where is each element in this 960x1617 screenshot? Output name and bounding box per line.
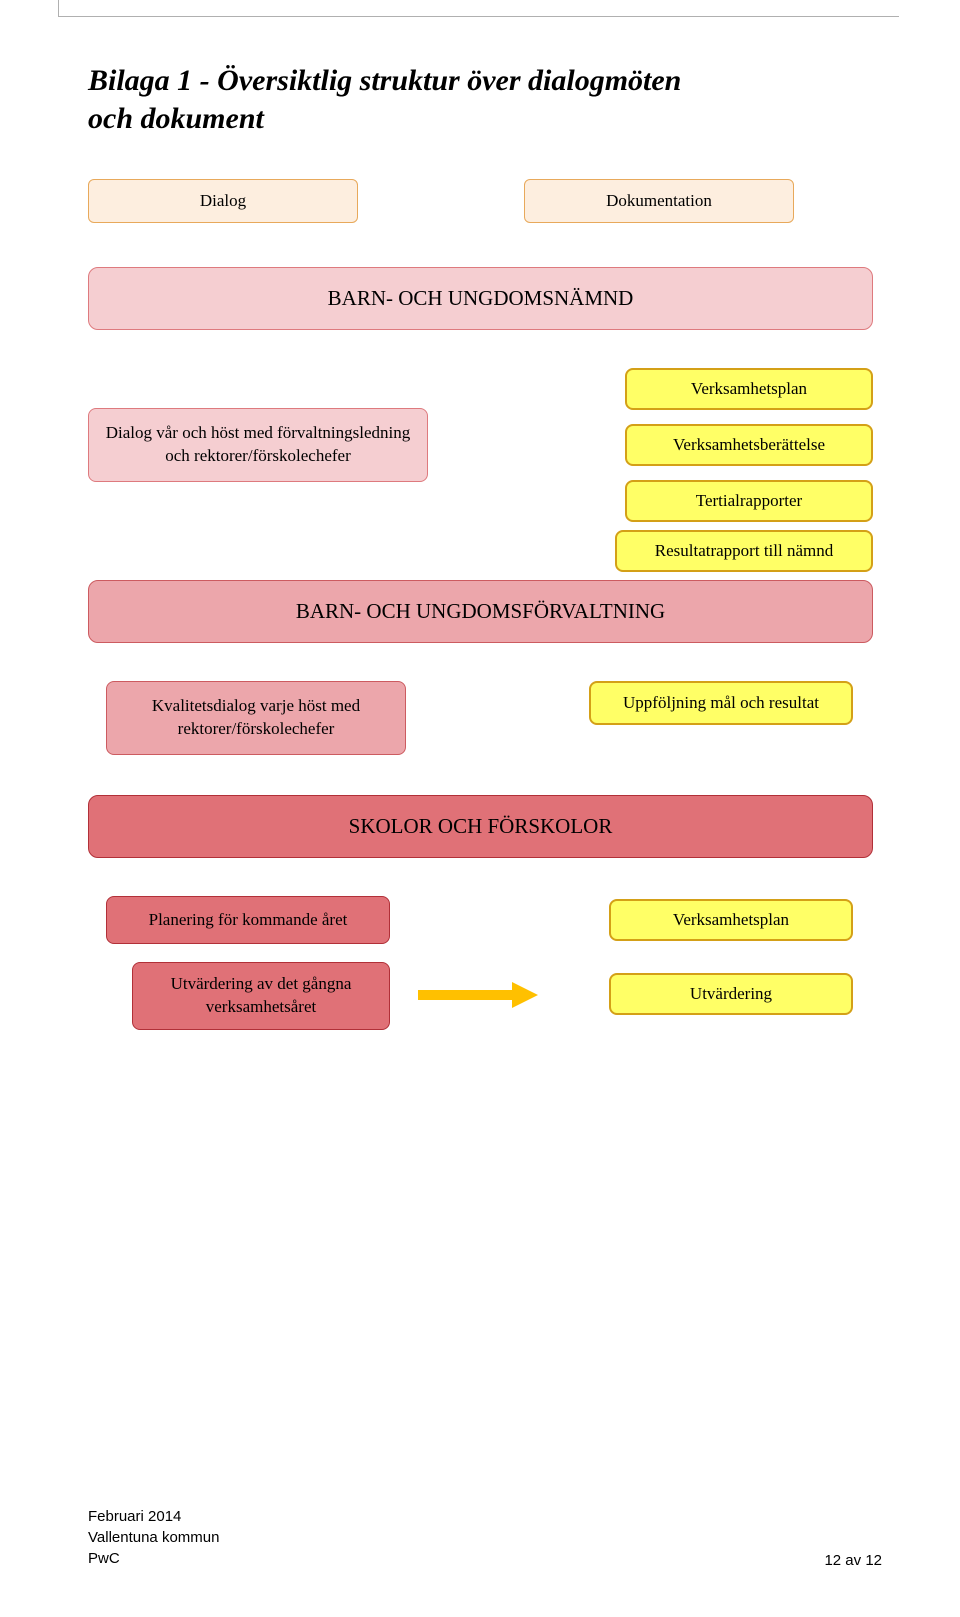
footer-page: 12 av 12 [824,1552,882,1569]
box-planering: Planering för kommande året [106,896,390,944]
band-forvaltning-label: BARN- OCH UNGDOMSFÖRVALTNING [296,599,665,623]
page-frame-fragment [58,0,899,17]
box-verksamhetsberattelse-label: Verksamhetsberättelse [673,435,825,455]
page-footer: Februari 2014 Vallentuna kommun PwC 12 a… [88,1506,882,1569]
box-utvardering-gangna: Utvärdering av det gångna verksamhetsåre… [132,962,390,1030]
box-planering-label: Planering för kommande året [149,909,348,932]
box-verksamhetsplan-label: Verksamhetsplan [691,379,807,399]
box-verksamhetsplan-2-label: Verksamhetsplan [673,910,789,930]
footer-co: PwC [88,1550,120,1567]
band-skolor: SKOLOR OCH FÖRSKOLOR [88,795,873,858]
legend-dokumentation: Dokumentation [524,179,794,223]
namnd-right-stack: Verksamhetsplan Verksamhetsberättelse Te… [625,368,873,522]
box-utvardering-gangna-label: Utvärdering av det gångna verksamhetsåre… [149,973,373,1019]
skolor-row-2: Utvärdering av det gångna verksamhetsåre… [88,962,873,1030]
box-dialog-var-host: Dialog vår och höst med förvaltningsledn… [88,408,428,482]
namnd-row: Dialog vår och höst med förvaltningsledn… [88,368,873,522]
box-kvalitetsdialog-label: Kvalitetsdialog varje höst med rektorer/… [123,695,389,741]
arrow-icon [418,982,538,1008]
box-tertialrapporter-label: Tertialrapporter [696,491,802,511]
forvaltning-row: Kvalitetsdialog varje höst med rektorer/… [88,681,873,755]
band-skolor-label: SKOLOR OCH FÖRSKOLOR [349,814,613,838]
legend-dialog-label: Dialog [200,191,246,211]
band-forvaltning: BARN- OCH UNGDOMSFÖRVALTNING [88,580,873,643]
footer-date: Februari 2014 [88,1508,181,1525]
footer-org: Vallentuna kommun [88,1529,219,1546]
box-verksamhetsberattelse: Verksamhetsberättelse [625,424,873,466]
title-line-2: och dokument [88,102,264,135]
box-utvardering-label: Utvärdering [690,984,772,1004]
page-content: Bilaga 1 - Översiktlig struktur över dia… [88,62,882,1030]
box-dialog-var-host-label: Dialog vår och höst med förvaltningsledn… [105,422,411,468]
footer-left: Februari 2014 Vallentuna kommun PwC [88,1506,219,1569]
box-verksamhetsplan: Verksamhetsplan [625,368,873,410]
box-uppfoljning-label: Uppföljning mål och resultat [623,693,819,713]
row-resultatrapport: Resultatrapport till nämnd [88,530,873,572]
title-line-1: Bilaga 1 - Översiktlig struktur över dia… [88,64,681,97]
legend-row: Dialog Dokumentation [88,179,882,223]
box-tertialrapporter: Tertialrapporter [625,480,873,522]
box-utvardering: Utvärdering [609,973,853,1015]
box-uppfoljning: Uppföljning mål och resultat [589,681,853,725]
box-resultatrapport: Resultatrapport till nämnd [615,530,873,572]
legend-dokumentation-label: Dokumentation [606,191,712,211]
legend-dialog: Dialog [88,179,358,223]
box-kvalitetsdialog: Kvalitetsdialog varje höst med rektorer/… [106,681,406,755]
skolor-row-1: Planering för kommande året Verksamhetsp… [88,896,873,944]
page-title: Bilaga 1 - Översiktlig struktur över dia… [88,62,882,137]
band-namnd: BARN- OCH UNGDOMSNÄMND [88,267,873,330]
box-verksamhetsplan-2: Verksamhetsplan [609,899,853,941]
box-resultatrapport-label: Resultatrapport till nämnd [655,541,833,561]
band-namnd-label: BARN- OCH UNGDOMSNÄMND [328,286,634,310]
